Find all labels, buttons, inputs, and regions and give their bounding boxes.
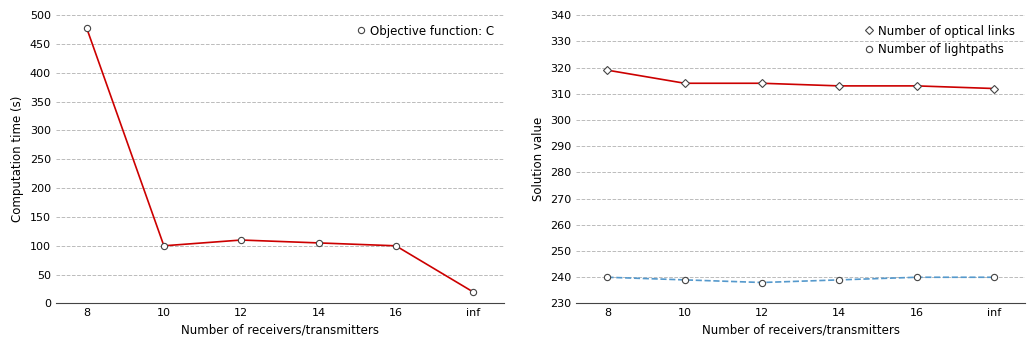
Y-axis label: Solution value: Solution value bbox=[531, 117, 545, 201]
X-axis label: Number of receivers/transmitters: Number of receivers/transmitters bbox=[181, 324, 379, 337]
Legend: Objective function: C: Objective function: C bbox=[353, 21, 498, 41]
Legend: Number of optical links, Number of lightpaths: Number of optical links, Number of light… bbox=[861, 21, 1019, 60]
X-axis label: Number of receivers/transmitters: Number of receivers/transmitters bbox=[701, 324, 899, 337]
Y-axis label: Computation time (s): Computation time (s) bbox=[11, 96, 24, 222]
